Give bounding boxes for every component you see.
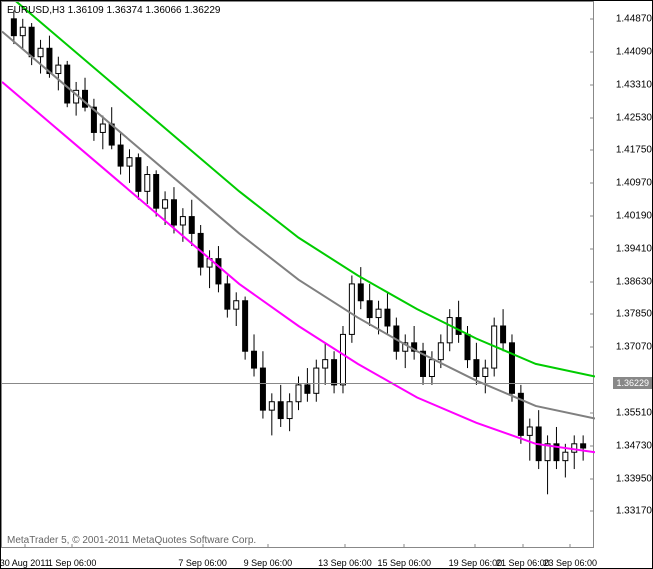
y-tick-mark — [590, 412, 594, 413]
y-tick-label: 1.42530 — [612, 112, 652, 123]
y-tick-mark — [590, 216, 594, 217]
chart-plot-area[interactable] — [1, 1, 594, 548]
x-tick-label: 30 Aug 2011 — [0, 558, 50, 568]
y-tick-mark — [590, 347, 594, 348]
y-tick-label: 1.44090 — [612, 46, 652, 57]
x-tick-label: 15 Sep 06:00 — [377, 558, 431, 568]
x-tick-mark — [522, 544, 523, 548]
y-tick-label: 1.39410 — [612, 243, 652, 254]
x-tick-label: 1 Sep 06:00 — [48, 558, 97, 568]
chart-svg — [2, 2, 595, 549]
y-tick-mark — [590, 51, 594, 52]
y-tick-mark — [590, 314, 594, 315]
y-axis: 1.44870 1.44090 1.43310 1.42530 1.41750 1.409… — [594, 1, 652, 548]
y-tick-label: 1.40970 — [612, 178, 652, 189]
y-tick-mark — [590, 183, 594, 184]
chart-window: EURUSD,H3 1.36109 1.36374 1.36066 1.3622… — [0, 0, 653, 569]
y-tick-label: 1.33950 — [612, 473, 652, 484]
x-tick-mark — [404, 544, 405, 548]
x-tick-label: 19 Sep 06:00 — [449, 558, 503, 568]
y-tick-label: 1.35510 — [612, 407, 652, 418]
y-tick-label: 1.37070 — [612, 342, 652, 353]
y-tick-mark — [590, 117, 594, 118]
current-price-label: 1.36229 — [613, 377, 652, 389]
x-tick-label: 13 Sep 06:00 — [318, 558, 372, 568]
x-tick-mark — [344, 544, 345, 548]
y-tick-label: 1.34730 — [612, 440, 652, 451]
y-tick-mark — [590, 84, 594, 85]
chart-footer: MetaTrader 5, © 2001-2011 MetaQuotes Sof… — [7, 535, 256, 546]
y-tick-label: 1.44870 — [612, 14, 652, 25]
x-tick-label: 9 Sep 06:00 — [244, 558, 293, 568]
x-tick-label: 21 Sep 06:00 — [496, 558, 550, 568]
y-tick-mark — [590, 445, 594, 446]
y-tick-mark — [590, 281, 594, 282]
y-tick-label: 1.37850 — [612, 309, 652, 320]
chart-header: EURUSD,H3 1.36109 1.36374 1.36066 1.3622… — [7, 5, 221, 16]
y-tick-mark — [590, 511, 594, 512]
y-tick-label: 1.38630 — [612, 276, 652, 287]
y-tick-mark — [590, 478, 594, 479]
x-tick-mark — [475, 544, 476, 548]
y-tick-label: 1.40190 — [612, 211, 652, 222]
y-tick-label: 1.43310 — [612, 79, 652, 90]
y-tick-mark — [590, 19, 594, 20]
y-tick-mark — [590, 150, 594, 151]
x-axis: 30 Aug 20111 Sep 06:00 7 Sep 06:00 9 Sep 0… — [1, 548, 594, 568]
y-tick-label: 1.41750 — [612, 145, 652, 156]
x-tick-label: 7 Sep 06:00 — [178, 558, 227, 568]
x-tick-mark — [267, 544, 268, 548]
current-price-line — [1, 383, 594, 384]
y-tick-mark — [590, 248, 594, 249]
x-tick-label: 23 Sep 06:00 — [543, 558, 597, 568]
y-tick-label: 1.33170 — [612, 506, 652, 517]
x-tick-mark — [570, 544, 571, 548]
